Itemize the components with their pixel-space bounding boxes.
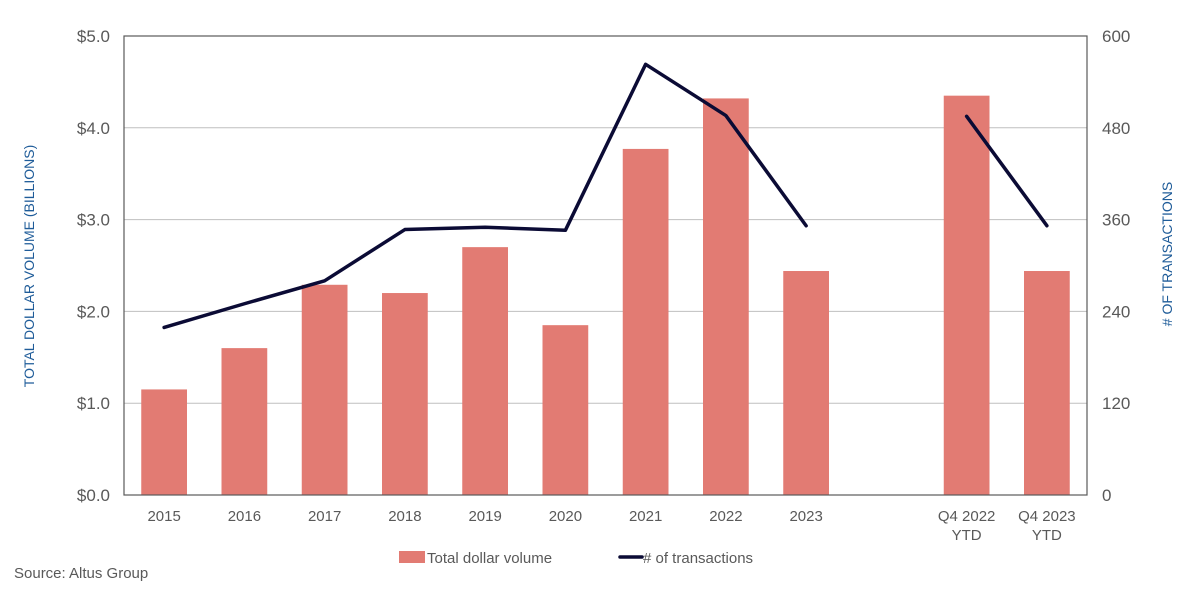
bar bbox=[382, 293, 428, 495]
left-tick-label: $4.0 bbox=[77, 119, 110, 138]
x-tick-label: 2018 bbox=[388, 508, 421, 525]
source-note: Source: Altus Group bbox=[14, 565, 148, 582]
right-axis-ticks: 0 120 240 360 480 600 bbox=[1102, 27, 1130, 505]
left-axis-title: TOTAL DOLLAR VOLUME (BILLIONS) bbox=[21, 145, 37, 387]
bar bbox=[141, 389, 187, 495]
legend-label-bar: Total dollar volume bbox=[427, 550, 552, 567]
left-tick-label: $2.0 bbox=[77, 302, 110, 321]
right-tick-label: 360 bbox=[1102, 211, 1130, 230]
gridlines bbox=[124, 127, 1087, 404]
x-tick-label: 2017 bbox=[308, 508, 341, 525]
bar bbox=[462, 247, 508, 495]
bar bbox=[783, 271, 829, 495]
line-series-transactions bbox=[162, 62, 1049, 330]
bar-series-total-dollar-volume bbox=[141, 95, 1070, 496]
right-tick-label: 120 bbox=[1102, 394, 1130, 413]
right-tick-label: 600 bbox=[1102, 27, 1130, 46]
left-tick-label: $1.0 bbox=[77, 394, 110, 413]
x-tick-label: 2021 bbox=[629, 508, 662, 525]
x-axis-ticks: 2015 2016 2017 2018 2019 2020 2021 2022 2023 Q4 2… bbox=[147, 508, 1075, 544]
x-tick-label: 2015 bbox=[147, 508, 180, 525]
line-segment bbox=[964, 114, 1049, 228]
x-tick-label: 2022 bbox=[709, 508, 742, 525]
right-tick-label: 0 bbox=[1102, 486, 1111, 505]
x-tick-label: 2020 bbox=[549, 508, 582, 525]
plot-frame bbox=[123, 35, 1088, 496]
bar bbox=[301, 284, 348, 495]
left-tick-label: $0.0 bbox=[77, 486, 110, 505]
bar bbox=[703, 98, 749, 495]
left-axis-ticks: $0.0 $1.0 $2.0 $3.0 $4.0 $5.0 bbox=[77, 27, 110, 505]
x-tick-label: 2019 bbox=[468, 508, 501, 525]
right-tick-label: 240 bbox=[1102, 302, 1130, 321]
bar bbox=[622, 148, 669, 495]
bar bbox=[943, 95, 990, 496]
right-tick-label: 480 bbox=[1102, 119, 1130, 138]
legend: Total dollar volume # of transactions bbox=[399, 550, 753, 567]
legend-label-line: # of transactions bbox=[643, 550, 753, 567]
x-tick-label: 2023 bbox=[789, 508, 822, 525]
right-axis-title: # OF TRANSACTIONS bbox=[1159, 182, 1175, 326]
legend-swatch-bar bbox=[399, 551, 425, 563]
bar bbox=[1024, 271, 1070, 495]
x-tick-label: 2016 bbox=[228, 508, 261, 525]
left-tick-label: $3.0 bbox=[77, 211, 110, 230]
x-tick-label: Q4 2022 YTD bbox=[938, 508, 996, 544]
x-tick-label: Q4 2023 YTD bbox=[1018, 508, 1076, 544]
left-tick-label: $5.0 bbox=[77, 27, 110, 46]
bar bbox=[221, 348, 268, 495]
bar bbox=[542, 325, 589, 495]
